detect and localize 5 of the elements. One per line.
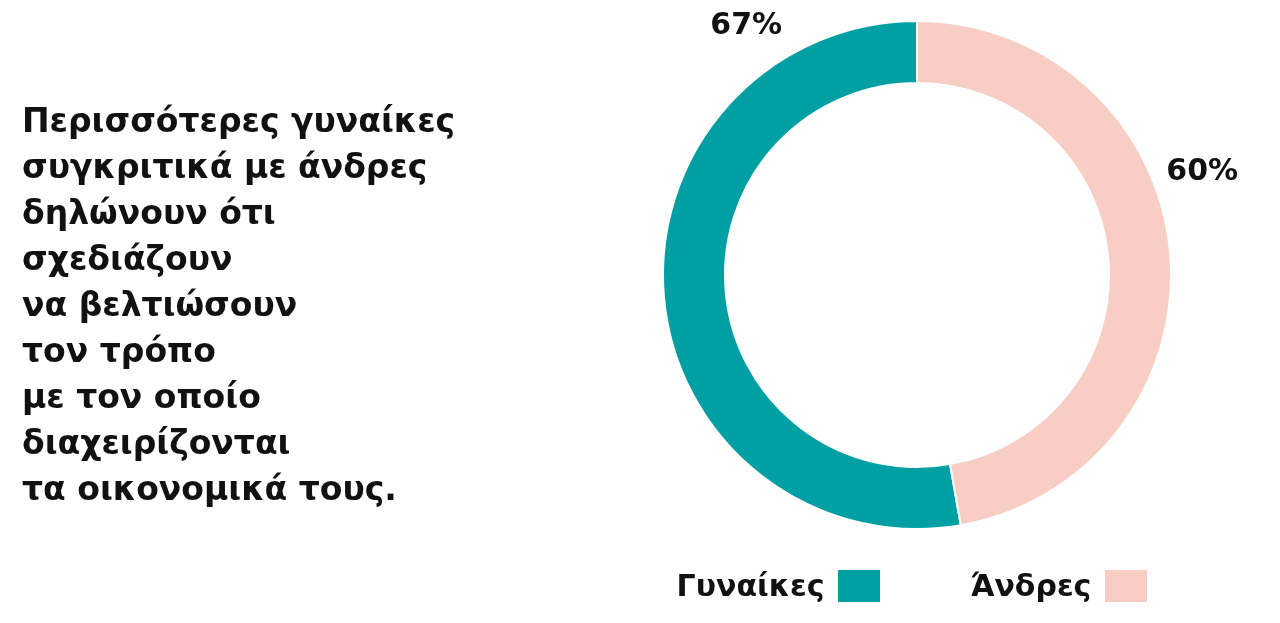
data-label: 60% (1166, 152, 1239, 188)
data-label: 67% (710, 6, 783, 42)
legend-label: Άνδρες (970, 568, 1092, 603)
chart-title: Περισσότερες γυναίκες συγκριτικά με άνδρες δηλώνουν ότι σχεδιάζουν να βελτιώσουν τον τρόπο με τον οποίο διαχειρίζονται τα οικονομικά τους. (22, 101, 456, 508)
legend-label: Γυναίκες (676, 568, 825, 603)
